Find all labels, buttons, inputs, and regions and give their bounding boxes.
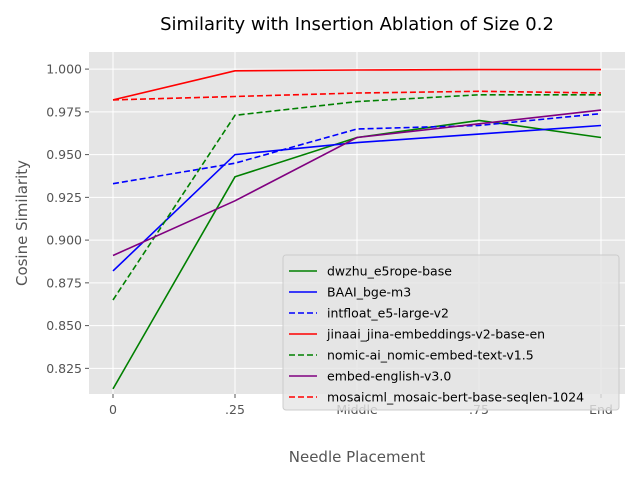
series-line-2: [112, 124, 602, 272]
grid-lines: [89, 52, 625, 394]
legend-label-3: intfloat_e5-large-v2: [327, 306, 449, 321]
x-axis-label: Needle Placement: [289, 448, 426, 466]
y-tick-label: 0.825: [46, 361, 82, 376]
legend-box: [282, 254, 620, 411]
y-tick-label: 0.900: [46, 233, 82, 248]
y-tick-label: 0.925: [46, 190, 82, 205]
legend-label-7: mosaicml_mosaic-bert-base-seqlen-1024: [327, 390, 584, 405]
legend-label-4: jinaai_jina-embeddings-v2-base-en: [326, 327, 545, 342]
x-tick-label: .25: [225, 402, 245, 417]
y-tick-label: 0.950: [46, 147, 82, 162]
legend-label-6: embed-english-v3.0: [327, 369, 451, 384]
series-line-4: [112, 68, 601, 101]
x-tick-label: 0: [109, 402, 117, 417]
y-tick-label: 0.975: [46, 104, 82, 119]
y-tick-label: 0.850: [46, 318, 82, 333]
series-line-5: [112, 94, 601, 301]
legend-label-1: dwzhu_e5rope-base: [327, 264, 452, 279]
legend-label-2: BAAI_bge-m3: [327, 285, 411, 300]
legend-label-5: nomic-ai_nomic-embed-text-v1.5: [327, 348, 534, 363]
series-line-7: [112, 90, 602, 101]
series-lines: [112, 68, 602, 390]
legend: dwzhu_e5rope-base BAAI_bge-m3 intfloat_e5-…: [282, 254, 620, 411]
series-line-3: [112, 112, 602, 185]
y-tick-labels: 0.825 0.850 0.875 0.900 0.925 0.950 0.975 1.000: [46, 62, 89, 376]
series-line-6: [112, 109, 602, 257]
y-tick-label: 1.000: [46, 62, 82, 77]
y-tick-label: 0.875: [46, 275, 82, 290]
y-axis-label: Cosine Similarity: [13, 160, 31, 286]
chart-title: Similarity with Insertion Ablation of Si…: [160, 14, 554, 35]
